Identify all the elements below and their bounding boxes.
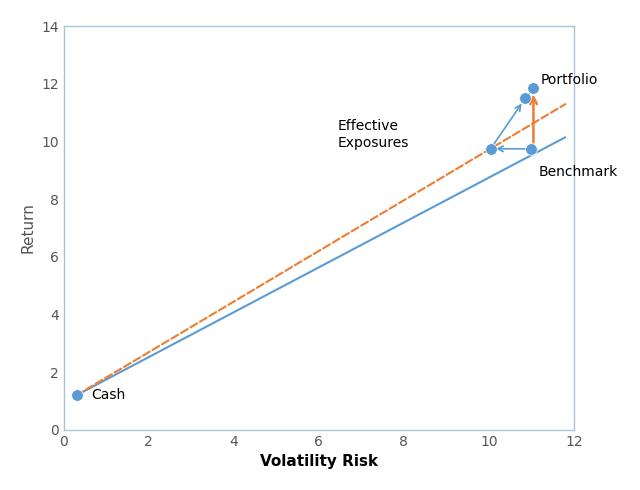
Y-axis label: Return: Return bbox=[21, 202, 36, 253]
Point bbox=[520, 95, 530, 102]
Text: Effective
Exposures: Effective Exposures bbox=[338, 119, 410, 150]
Text: Portfolio: Portfolio bbox=[541, 73, 598, 87]
Point bbox=[486, 145, 496, 153]
Point bbox=[526, 145, 536, 153]
Text: Cash: Cash bbox=[92, 388, 125, 402]
X-axis label: Volatility Risk: Volatility Risk bbox=[260, 454, 378, 469]
Point bbox=[529, 84, 539, 92]
Text: Benchmark: Benchmark bbox=[539, 165, 618, 179]
Point bbox=[72, 391, 82, 399]
